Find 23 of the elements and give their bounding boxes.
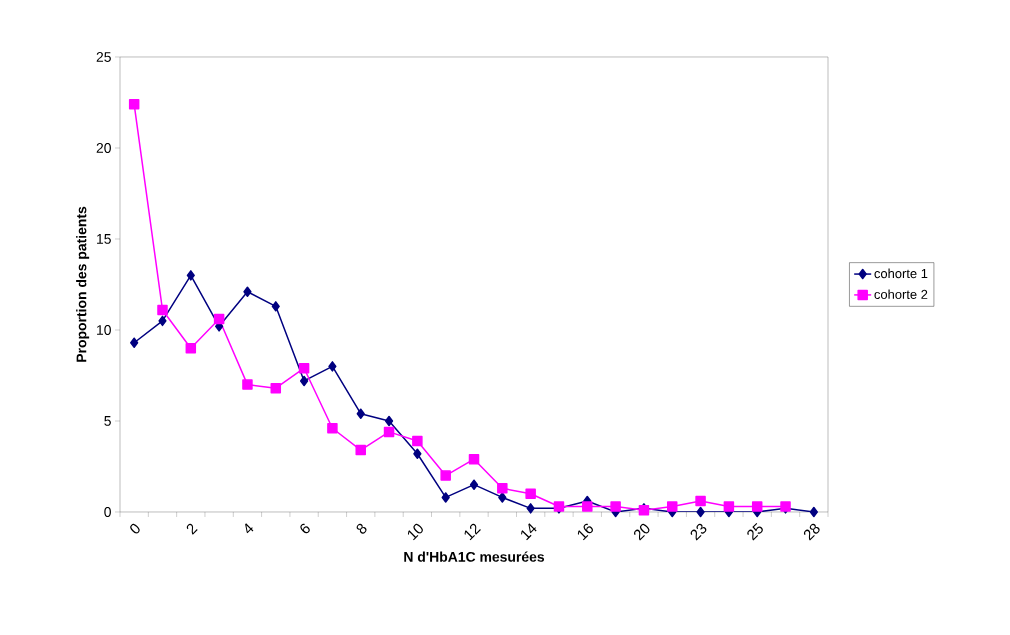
x-tick-label: 10 xyxy=(407,523,423,541)
x-tick-label: 2 xyxy=(186,523,198,535)
x-tick-label: 8 xyxy=(356,523,367,534)
legend-label: cohorte 2 xyxy=(874,289,928,299)
x-tick-label: 28 xyxy=(803,523,820,541)
x-tick-label: 14 xyxy=(521,523,537,541)
x-tick-label: 16 xyxy=(577,523,594,541)
x-tick-label: 12 xyxy=(464,523,481,541)
y-tick-label: 20 xyxy=(96,143,111,153)
y-tick-label: 0 xyxy=(104,507,111,517)
y-axis-title: Proportion des patients xyxy=(76,206,90,362)
x-tick-label: 20 xyxy=(633,523,650,541)
x-tick-label: 4 xyxy=(245,523,254,534)
legend-label: cohorte 1 xyxy=(874,268,928,279)
x-tick-label: 23 xyxy=(690,523,707,541)
x-axis-title: N d'HbA1C mesurées xyxy=(404,551,545,562)
y-tick-label: 15 xyxy=(97,234,111,244)
y-tick-label: 25 xyxy=(96,52,111,62)
x-tick-label: 6 xyxy=(300,523,310,534)
x-tick-label: 25 xyxy=(747,522,763,541)
y-tick-label: 5 xyxy=(104,416,111,426)
y-tick-label: 10 xyxy=(97,325,111,335)
x-tick-label: 0 xyxy=(130,523,140,534)
